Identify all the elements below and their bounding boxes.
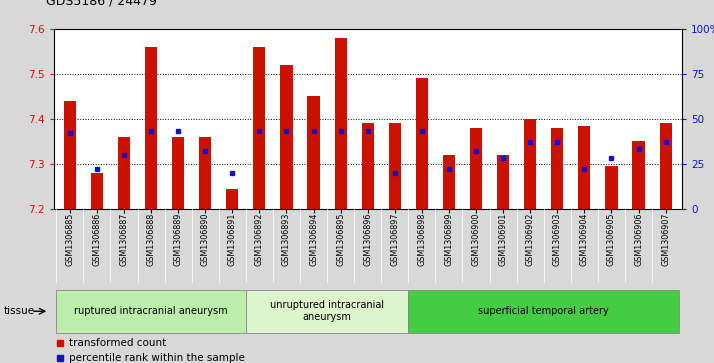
Text: GSM1306897: GSM1306897 xyxy=(391,212,399,266)
Bar xyxy=(118,137,130,209)
FancyBboxPatch shape xyxy=(408,290,679,333)
Text: GSM1306886: GSM1306886 xyxy=(92,212,101,266)
Bar xyxy=(253,47,266,209)
Text: GSM1306898: GSM1306898 xyxy=(418,212,426,266)
Text: GSM1306894: GSM1306894 xyxy=(309,212,318,266)
Bar xyxy=(361,123,374,209)
Text: GSM1306885: GSM1306885 xyxy=(65,212,74,266)
Text: GSM1306905: GSM1306905 xyxy=(607,212,616,266)
FancyBboxPatch shape xyxy=(246,290,408,333)
Text: GSM1306902: GSM1306902 xyxy=(526,212,535,266)
Bar xyxy=(172,137,184,209)
Text: GSM1306896: GSM1306896 xyxy=(363,212,372,266)
Bar xyxy=(145,47,157,209)
Text: GSM1306907: GSM1306907 xyxy=(661,212,670,266)
Bar xyxy=(388,123,401,209)
Text: GSM1306888: GSM1306888 xyxy=(146,212,156,266)
Bar xyxy=(633,141,645,209)
Text: ruptured intracranial aneurysm: ruptured intracranial aneurysm xyxy=(74,306,228,316)
Text: GSM1306889: GSM1306889 xyxy=(174,212,183,266)
Text: GSM1306890: GSM1306890 xyxy=(201,212,210,266)
Bar xyxy=(199,137,211,209)
Text: GSM1306906: GSM1306906 xyxy=(634,212,643,266)
Text: GSM1306899: GSM1306899 xyxy=(444,212,453,266)
Text: GSM1306893: GSM1306893 xyxy=(282,212,291,266)
Text: GDS5186 / 24479: GDS5186 / 24479 xyxy=(46,0,157,7)
Bar xyxy=(551,128,563,209)
Text: GSM1306891: GSM1306891 xyxy=(228,212,237,266)
Text: GSM1306887: GSM1306887 xyxy=(119,212,129,266)
Bar xyxy=(605,166,618,209)
Text: GSM1306904: GSM1306904 xyxy=(580,212,589,266)
Bar xyxy=(660,123,672,209)
Bar xyxy=(281,65,293,209)
Bar xyxy=(64,101,76,209)
Text: unruptured intracranial
aneurysm: unruptured intracranial aneurysm xyxy=(270,301,384,322)
Bar xyxy=(497,155,509,209)
Text: percentile rank within the sample: percentile rank within the sample xyxy=(69,353,245,363)
Bar xyxy=(226,188,238,209)
Text: GSM1306895: GSM1306895 xyxy=(336,212,345,266)
Text: transformed count: transformed count xyxy=(69,338,166,348)
Bar xyxy=(416,78,428,209)
Text: tissue: tissue xyxy=(4,306,35,316)
Bar xyxy=(524,119,536,209)
Text: GSM1306892: GSM1306892 xyxy=(255,212,264,266)
Text: superficial temporal artery: superficial temporal artery xyxy=(478,306,609,316)
Bar xyxy=(335,38,347,209)
Bar xyxy=(578,126,590,209)
Text: GSM1306903: GSM1306903 xyxy=(553,212,562,266)
Bar xyxy=(443,155,455,209)
Text: GSM1306900: GSM1306900 xyxy=(471,212,481,266)
FancyBboxPatch shape xyxy=(56,290,246,333)
Bar xyxy=(308,97,320,209)
Text: GSM1306901: GSM1306901 xyxy=(498,212,508,266)
Bar xyxy=(91,173,103,209)
Bar xyxy=(470,128,482,209)
